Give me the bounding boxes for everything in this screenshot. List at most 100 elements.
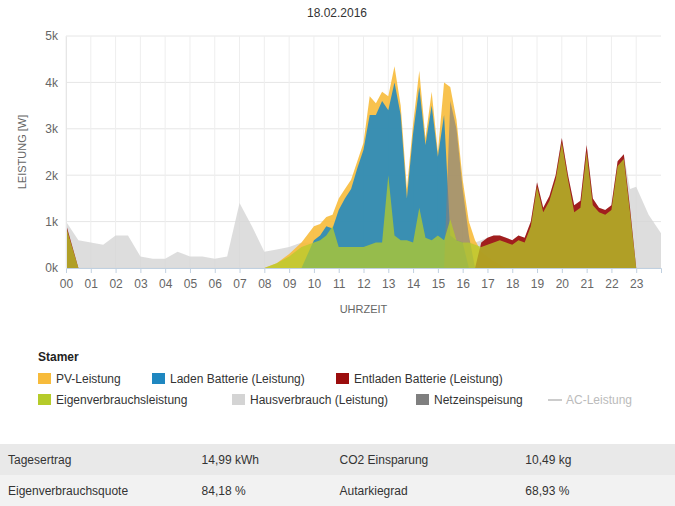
x-tick: 10 [308,268,322,291]
x-tick-label: 16 [456,277,470,291]
x-tick-label: 23 [630,277,644,291]
x-tick-label: 03 [134,277,148,291]
x-tick: 17 [481,268,495,291]
summary-label: Eigenverbrauchsquote [0,475,202,506]
x-axis-title: UHRZEIT [340,303,388,315]
x-tick-mark [190,268,191,273]
x-tick: 06 [209,268,223,291]
x-tick-mark [165,268,166,273]
x-tick: 09 [283,268,297,291]
area-series [66,138,661,268]
x-tick-mark [562,268,563,273]
grid-line-x [264,36,265,268]
area-series [66,101,661,268]
grid-line-x [66,36,67,268]
summary-table: Tagesertrag14,99 kWhCO2 Einsparung10,49 … [0,444,675,506]
chart: 18.02.2016000102030405060708091011121314… [0,0,675,440]
legend-swatch[interactable] [336,373,349,384]
grid-line-x [512,36,513,268]
legend-label[interactable]: Eigenverbrauchsleistung [56,393,187,407]
legend-label[interactable]: Laden Batterie (Leistung) [170,372,305,386]
legend-item[interactable]: Netzeinspeisung [416,393,523,407]
legend-swatch[interactable] [38,373,51,384]
x-tick-label: 06 [209,277,223,291]
x-tick: 14 [407,268,421,291]
legend-label[interactable]: Entladen Batterie (Leistung) [354,372,503,386]
grid-line-x [140,36,141,268]
legend-swatch[interactable] [152,373,165,384]
x-tick: 23 [630,268,644,291]
x-tick-mark [438,268,439,273]
x-tick: 21 [580,268,594,291]
legend-label[interactable]: AC-Leistung [566,393,632,407]
x-tick: 07 [233,268,247,291]
legend-item[interactable]: Hausverbrauch (Leistung) [232,393,388,407]
x-tick-mark [388,268,389,273]
x-tick-label: 19 [531,277,545,291]
x-tick-mark [91,268,92,273]
x-tick-label: 05 [184,277,198,291]
legend-swatch[interactable] [38,394,51,405]
summary-label: Tagesertrag [0,444,202,475]
y-tick: 3k [45,122,66,136]
x-tick-mark [140,268,141,273]
y-axis: 0k1k2k3k4k5k [45,29,66,275]
x-tick-mark [487,268,488,273]
grid-line-x [90,36,91,268]
x-tick-label: 10 [308,277,322,291]
y-axis-line [66,37,67,269]
y-tick: 5k [45,29,66,43]
grid-line-x [165,36,166,268]
legend-label[interactable]: Netzeinspeisung [434,393,523,407]
x-tick-label: 14 [407,277,421,291]
legend-item[interactable]: Laden Batterie (Leistung) [152,372,305,386]
x-tick-mark [339,268,340,273]
legend-swatch[interactable] [232,394,245,405]
x-tick-label: 13 [382,277,396,291]
y-tick-label: 5k [45,29,59,43]
x-tick: 19 [531,268,545,291]
x-tick-mark [512,268,513,273]
x-tick-mark [636,268,637,273]
x-tick-mark [264,268,265,273]
summary-label: Autarkiegrad [340,475,526,506]
summary-value: 84,18 % [202,475,340,506]
legend-item[interactable]: AC-Leistung [548,393,632,407]
x-tick: 18 [506,268,520,291]
legend-label[interactable]: Hausverbrauch (Leistung) [250,393,388,407]
x-tick-mark [537,268,538,273]
x-tick-label: 04 [159,277,173,291]
legend-swatch[interactable] [416,394,429,405]
grid-line-x [115,36,116,268]
x-tick: 11 [333,268,346,291]
y-tick: 0k [45,261,66,275]
x-tick-label: 21 [580,277,594,291]
y-tick: 4k [45,76,66,90]
x-tick-label: 08 [258,277,272,291]
x-tick-label: 20 [556,277,570,291]
x-tick: 13 [382,268,396,291]
x-tick-mark [215,268,216,273]
legend-label[interactable]: PV-Leistung [56,372,121,386]
x-tick-mark [463,268,464,273]
x-tick-label: 15 [432,277,446,291]
x-axis: 0001020304050607080910111213141516171819… [60,268,662,291]
x-tick-mark [66,268,67,273]
x-tick-label: 09 [283,277,297,291]
summary-row: Tagesertrag14,99 kWhCO2 Einsparung10,49 … [0,444,675,475]
grid-line-x [487,36,488,268]
x-tick-mark [116,268,117,273]
area-series [66,143,661,268]
y-axis-title: LEISTUNG [W] [16,115,28,190]
grid-line-x [214,36,215,268]
chart-title: 18.02.2016 [307,6,367,20]
legend-swatch[interactable] [548,399,562,401]
y-tick-label: 4k [45,76,59,90]
summary-value: 14,99 kWh [202,444,340,475]
legend-item[interactable]: PV-Leistung [38,372,121,386]
x-tick-mark [413,268,414,273]
legend-item[interactable]: Eigenverbrauchsleistung [38,393,187,407]
legend-item[interactable]: Entladen Batterie (Leistung) [336,372,503,386]
x-tick-label: 17 [481,277,495,291]
x-tick-label: 01 [85,277,99,291]
